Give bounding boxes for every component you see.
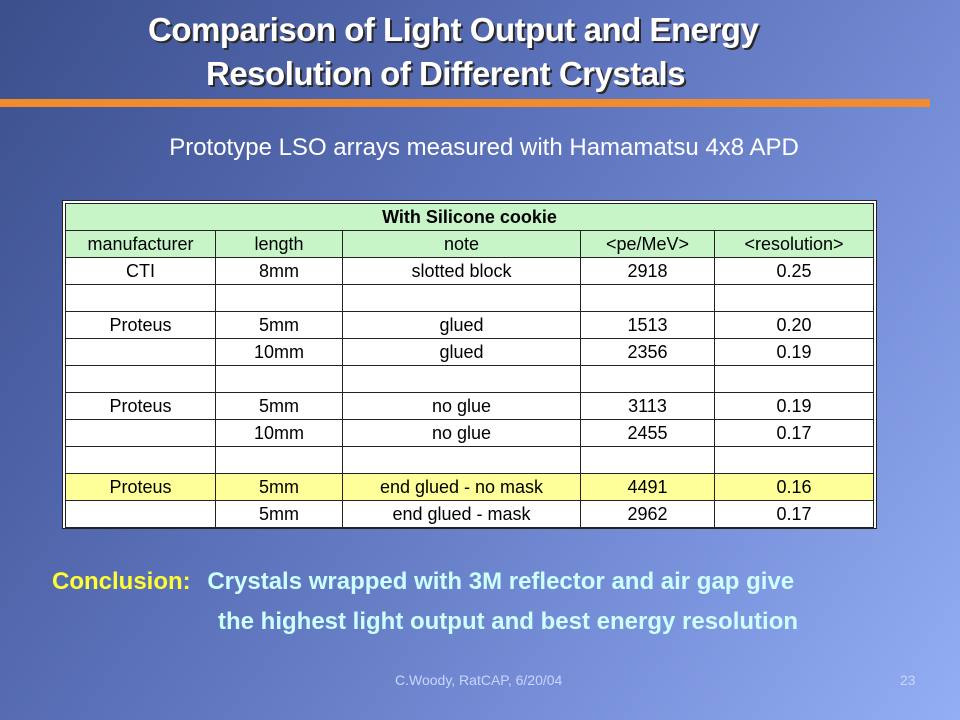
slide-title-line1: Comparison of Light Output and Energy <box>148 11 759 48</box>
table-cell: Proteus <box>65 473 216 501</box>
table-cell: no glue <box>342 419 581 447</box>
table-cell <box>65 284 216 312</box>
table-cell <box>215 284 343 312</box>
table-row: Proteus 5mm end glued - no mask 4491 0.16 <box>65 473 874 501</box>
table-cell: 10mm <box>215 419 343 447</box>
header-resolution: <resolution> <box>714 230 874 258</box>
table-cell: 0.19 <box>714 338 874 366</box>
slide-subtitle: Prototype LSO arrays measured with Hamam… <box>169 134 799 161</box>
table-cell <box>580 365 715 393</box>
table-caption-row: With Silicone cookie <box>65 203 874 231</box>
table-row <box>65 365 874 393</box>
table-cell: 0.25 <box>714 257 874 285</box>
conclusion-line2: the highest light output and best energy… <box>218 608 799 635</box>
table-cell: slotted block <box>342 257 581 285</box>
table-cell: 5mm <box>215 392 343 420</box>
table-row <box>65 284 874 312</box>
table-cell: 0.17 <box>714 500 874 528</box>
table-cell: 3113 <box>580 392 715 420</box>
table-cell: 5mm <box>215 500 343 528</box>
table-cell <box>714 365 874 393</box>
table-cell: glued <box>342 338 581 366</box>
table-header-row: manufacturer length note <pe/MeV> <resol… <box>65 230 874 258</box>
table-row: 10mm glued 2356 0.19 <box>65 338 874 366</box>
header-pe-per-mev: <pe/MeV> <box>580 230 715 258</box>
table-cell <box>65 419 216 447</box>
table-cell: 1513 <box>580 311 715 339</box>
conclusion-line1: Crystals wrapped with 3M reflector and a… <box>207 568 795 595</box>
table-row: Proteus 5mm no glue 3113 0.19 <box>65 392 874 420</box>
header-length: length <box>215 230 343 258</box>
table-cell: Proteus <box>65 311 216 339</box>
table-cell: 2918 <box>580 257 715 285</box>
table-row: 10mm no glue 2455 0.17 <box>65 419 874 447</box>
header-note: note <box>342 230 581 258</box>
table-cell <box>714 446 874 474</box>
header-manufacturer: manufacturer <box>65 230 216 258</box>
table-cell <box>65 446 216 474</box>
table-cell: glued <box>342 311 581 339</box>
table-cell: 2962 <box>580 500 715 528</box>
results-table: With Silicone cookie manufacturer length… <box>65 203 874 528</box>
conclusion-label: Conclusion: <box>52 568 191 595</box>
table-row: Proteus 5mm glued 1513 0.20 <box>65 311 874 339</box>
table-cell <box>65 365 216 393</box>
table-cell: 5mm <box>215 473 343 501</box>
table-cell: 0.17 <box>714 419 874 447</box>
page-number: 23 <box>900 672 916 688</box>
table-row: CTI 8mm slotted block 2918 0.25 <box>65 257 874 285</box>
table-cell <box>714 284 874 312</box>
table-cell <box>215 446 343 474</box>
table-cell: Proteus <box>65 392 216 420</box>
table-cell <box>65 338 216 366</box>
table-cell: 2356 <box>580 338 715 366</box>
results-table-frame: With Silicone cookie manufacturer length… <box>62 200 877 529</box>
conclusion: Conclusion: Crystals wrapped with 3M ref… <box>52 568 794 596</box>
table-cell: 5mm <box>215 311 343 339</box>
footer-credit: C.Woody, RatCAP, 6/20/04 <box>395 672 563 688</box>
table-cell <box>342 365 581 393</box>
table-cell <box>342 446 581 474</box>
table-row <box>65 446 874 474</box>
table-cell: 10mm <box>215 338 343 366</box>
table-caption: With Silicone cookie <box>65 203 874 231</box>
table-cell: no glue <box>342 392 581 420</box>
table-cell: end glued - no mask <box>342 473 581 501</box>
table-cell: 2455 <box>580 419 715 447</box>
table-cell <box>65 500 216 528</box>
slide-title-line2: Resolution of Different Crystals <box>206 55 686 92</box>
table-cell: 0.19 <box>714 392 874 420</box>
table-cell: 8mm <box>215 257 343 285</box>
table-cell <box>215 365 343 393</box>
table-cell: 0.20 <box>714 311 874 339</box>
table-cell <box>342 284 581 312</box>
table-cell: end glued - mask <box>342 500 581 528</box>
title-divider <box>0 99 930 107</box>
table-cell: 4491 <box>580 473 715 501</box>
table-cell: 0.16 <box>714 473 874 501</box>
table-cell: CTI <box>65 257 216 285</box>
table-cell <box>580 446 715 474</box>
table-row: 5mm end glued - mask 2962 0.17 <box>65 500 874 528</box>
table-cell <box>580 284 715 312</box>
